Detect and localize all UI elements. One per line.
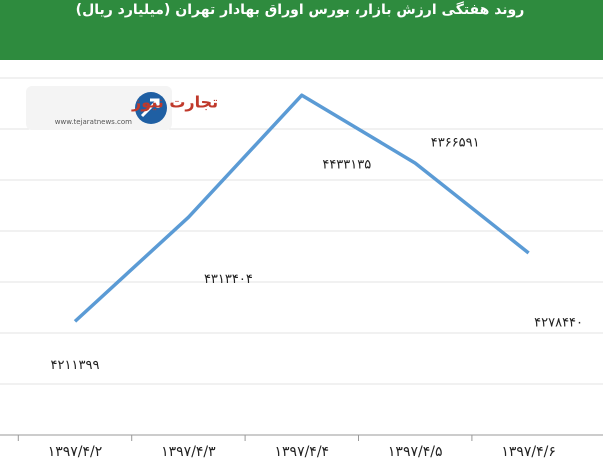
data-label: ۴۳۱۳۴۰۴ [204,272,253,287]
logo-arrow [140,98,160,118]
logo: تجارت نیوز www.tejaratnews.com [26,86,218,130]
x-tick-label: ۱۳۹۷/۴/۴ [275,444,330,458]
logo-name: تجارت نیوز [131,93,218,112]
logo-url: www.tejaratnews.com [55,118,132,126]
data-label: ۴۴۳۳۱۳۵ [322,158,371,173]
data-label: ۴۲۷۸۴۴۰ [534,315,583,330]
chart-title: روند هفتگی ارزش بازار، بورس اوراق بهادار… [76,1,525,18]
header-band [0,0,603,60]
x-tick-label: ۱۳۹۷/۴/۶ [501,444,556,458]
data-label: ۴۳۶۶۵۹۱ [431,136,480,151]
line [73,93,530,323]
x-tick-label: ۱۳۹۷/۴/۵ [388,444,443,458]
x-tick-label: ۱۳۹۷/۴/۳ [161,444,216,458]
data-label: ۴۲۱۱۳۹۹ [51,358,100,373]
x-tick-label: ۱۳۹۷/۴/۲ [48,444,103,458]
logo-box [26,86,172,130]
